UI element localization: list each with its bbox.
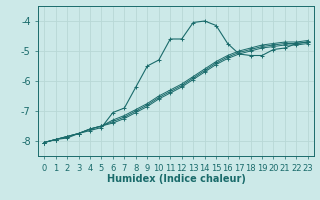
X-axis label: Humidex (Indice chaleur): Humidex (Indice chaleur) bbox=[107, 174, 245, 184]
